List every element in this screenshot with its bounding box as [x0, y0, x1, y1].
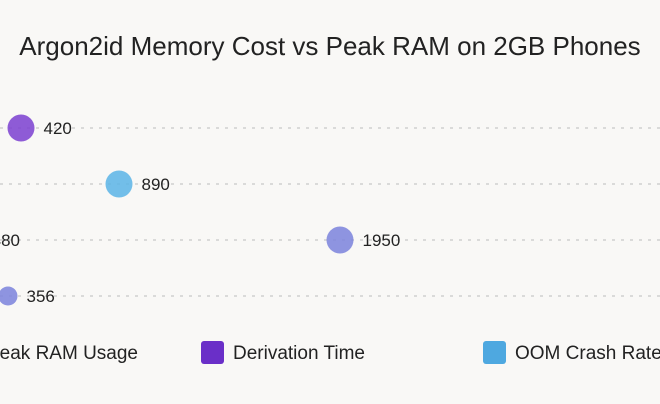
legend-swatch-derivation-time: [201, 341, 224, 364]
data-points: 420 890 1950 356: [0, 114, 401, 306]
legend-label-derivation-time: Derivation Time: [233, 343, 365, 364]
data-point-890[interactable]: [105, 170, 133, 198]
legend-swatch-oom-crash-rate: [483, 341, 506, 364]
data-point-1950[interactable]: [326, 226, 354, 254]
data-point-356[interactable]: [0, 286, 18, 306]
data-label-890: 890: [142, 175, 170, 194]
data-point-420[interactable]: [7, 114, 35, 142]
legend-label-oom-crash-rate: OOM Crash Rate: [515, 343, 660, 364]
data-label-356: 356: [27, 287, 55, 306]
legend-label-peak-ram: Peak RAM Usage: [0, 343, 138, 364]
legend-item-peak-ram[interactable]: Peak RAM Usage: [0, 341, 138, 364]
data-label-1950: 1950: [363, 231, 401, 250]
chart-title: Argon2id Memory Cost vs Peak RAM on 2GB …: [19, 31, 640, 61]
legend: Peak RAM Usage Derivation Time OOM Crash…: [0, 341, 660, 364]
data-label-420: 420: [44, 119, 72, 138]
data-label-row-3-left: 1480: [0, 231, 20, 250]
legend-item-derivation-time[interactable]: Derivation Time: [201, 341, 365, 364]
legend-item-oom-crash-rate[interactable]: OOM Crash Rate: [483, 341, 660, 364]
